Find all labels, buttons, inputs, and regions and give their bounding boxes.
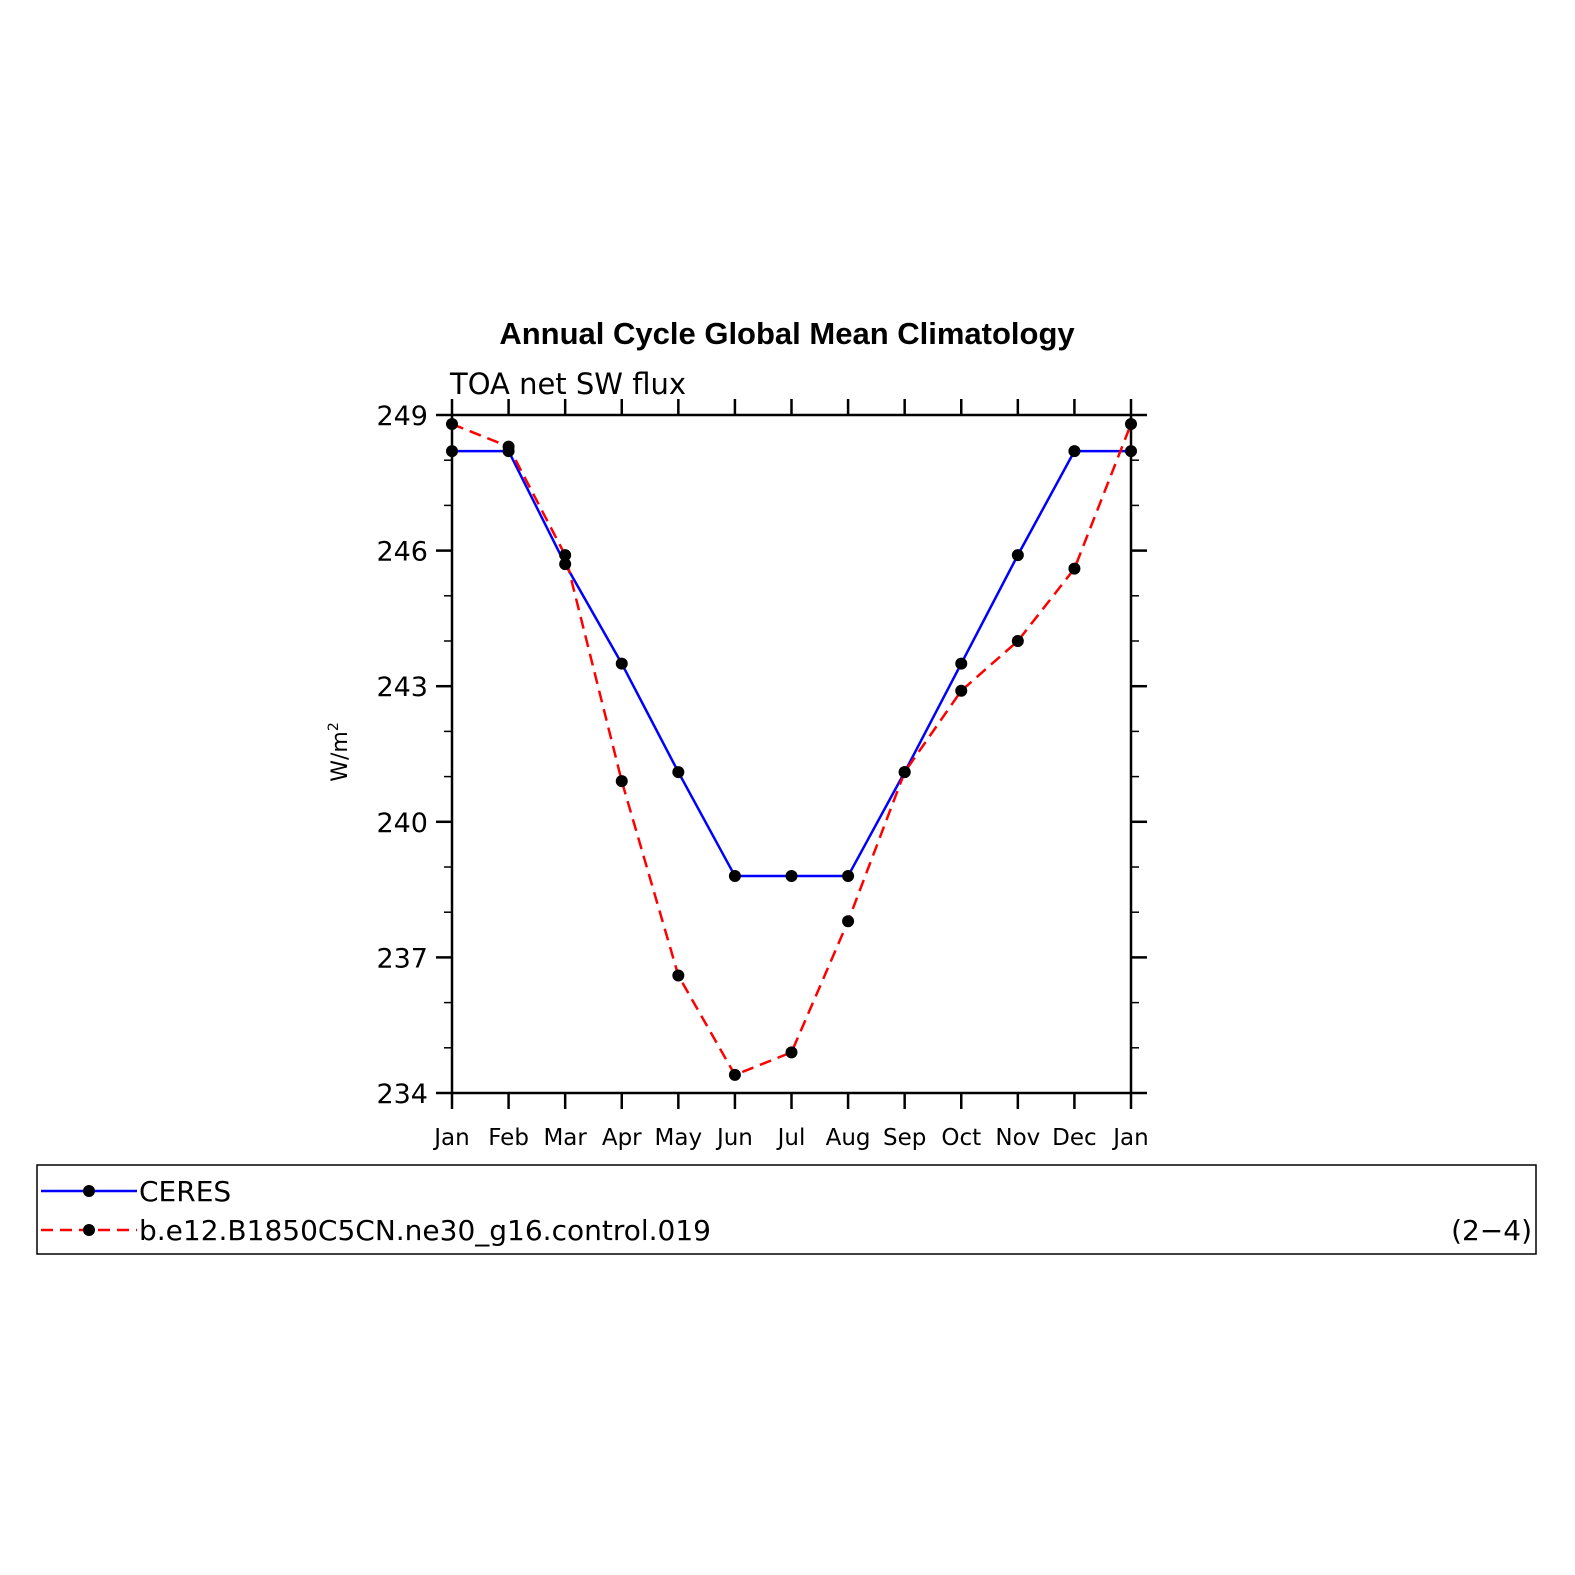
x-tick-label: Jun <box>715 1125 753 1151</box>
chart-title: Annual Cycle Global Mean Climatology <box>499 316 1075 351</box>
data-point-series-1 <box>1011 635 1024 647</box>
y-tick-label: 234 <box>376 1079 428 1110</box>
x-tick-label: Mar <box>543 1125 587 1151</box>
legend-marker-ceres <box>83 1185 95 1197</box>
data-point-series-1 <box>898 766 911 779</box>
data-point-series-0 <box>785 870 798 883</box>
data-point-series-1 <box>559 549 572 562</box>
y-axis-label: W/m2 <box>326 722 353 782</box>
data-point-series-1 <box>672 969 685 982</box>
x-tick-label: Oct <box>941 1125 981 1151</box>
series-line-0 <box>452 449 1131 878</box>
x-tick-label: Jan <box>432 1125 469 1151</box>
y-tick-label: 249 <box>376 401 428 432</box>
data-point-series-0 <box>955 657 968 670</box>
data-point-series-1 <box>1068 562 1081 575</box>
legend-label-model: b.e12.B1850C5CN.ne30_g16.control.019 <box>139 1214 711 1247</box>
legend: CERES b.e12.B1850C5CN.ne30_g16.control.0… <box>36 1164 1537 1255</box>
y-axis-label-superscript: 2 <box>326 722 342 731</box>
x-tick-label: Dec <box>1052 1125 1097 1151</box>
data-point-series-1 <box>842 915 855 928</box>
x-tick-label: Aug <box>826 1125 871 1151</box>
panel-annotation: (2−4) <box>1451 1214 1532 1247</box>
y-tick-label: 240 <box>376 808 428 839</box>
data-point-series-1 <box>785 1046 798 1059</box>
series-line-1 <box>451 422 1133 1077</box>
legend-box <box>36 1164 1537 1255</box>
data-point-series-0 <box>728 870 741 883</box>
data-point-series-1 <box>728 1068 741 1081</box>
legend-entry-ceres: CERES <box>41 1175 231 1208</box>
legend-entry-model: b.e12.B1850C5CN.ne30_g16.control.019 <box>41 1214 711 1247</box>
data-point-series-0 <box>559 558 572 571</box>
x-tick-label: Jul <box>776 1125 806 1151</box>
x-tick-label: Nov <box>995 1125 1040 1151</box>
y-tick-label: 237 <box>376 943 428 974</box>
legend-marker-model <box>83 1224 95 1236</box>
data-point-series-0 <box>1011 549 1024 562</box>
data-point-series-0 <box>615 657 628 670</box>
data-point-series-1 <box>502 440 515 453</box>
series-layer <box>446 418 1137 1081</box>
data-point-series-0 <box>446 445 458 458</box>
y-axis-label-text: W/m <box>328 731 353 782</box>
x-axis-ticks: Jan Feb Mar Apr May Jun Jul Aug Sep Oct Nov Dec Jan <box>432 399 1149 1151</box>
plot-frame <box>450 413 1133 1095</box>
data-point-series-0 <box>672 766 685 779</box>
data-point-series-1 <box>1125 418 1137 431</box>
svg-text:W/m2: W/m2 <box>326 722 353 782</box>
y-axis-ticks: 249 246 243 240 237 234 <box>376 401 1147 1110</box>
chart-subtitle: TOA net SW flux <box>449 367 686 401</box>
x-tick-label: Apr <box>602 1125 642 1151</box>
x-tick-label: Feb <box>488 1125 529 1151</box>
data-point-series-0 <box>1125 445 1137 458</box>
data-point-series-1 <box>446 418 458 431</box>
data-point-series-0 <box>842 870 855 883</box>
y-tick-label: 243 <box>376 672 428 703</box>
x-tick-label: May <box>655 1125 703 1151</box>
y-tick-label: 246 <box>376 537 428 568</box>
data-point-series-1 <box>955 684 968 697</box>
legend-label-ceres: CERES <box>139 1175 231 1208</box>
data-point-series-1 <box>615 775 628 788</box>
data-point-series-0 <box>1068 445 1081 458</box>
plot-border <box>450 413 1133 1095</box>
x-tick-label: Jan <box>1111 1125 1148 1151</box>
x-tick-label: Sep <box>883 1125 926 1151</box>
